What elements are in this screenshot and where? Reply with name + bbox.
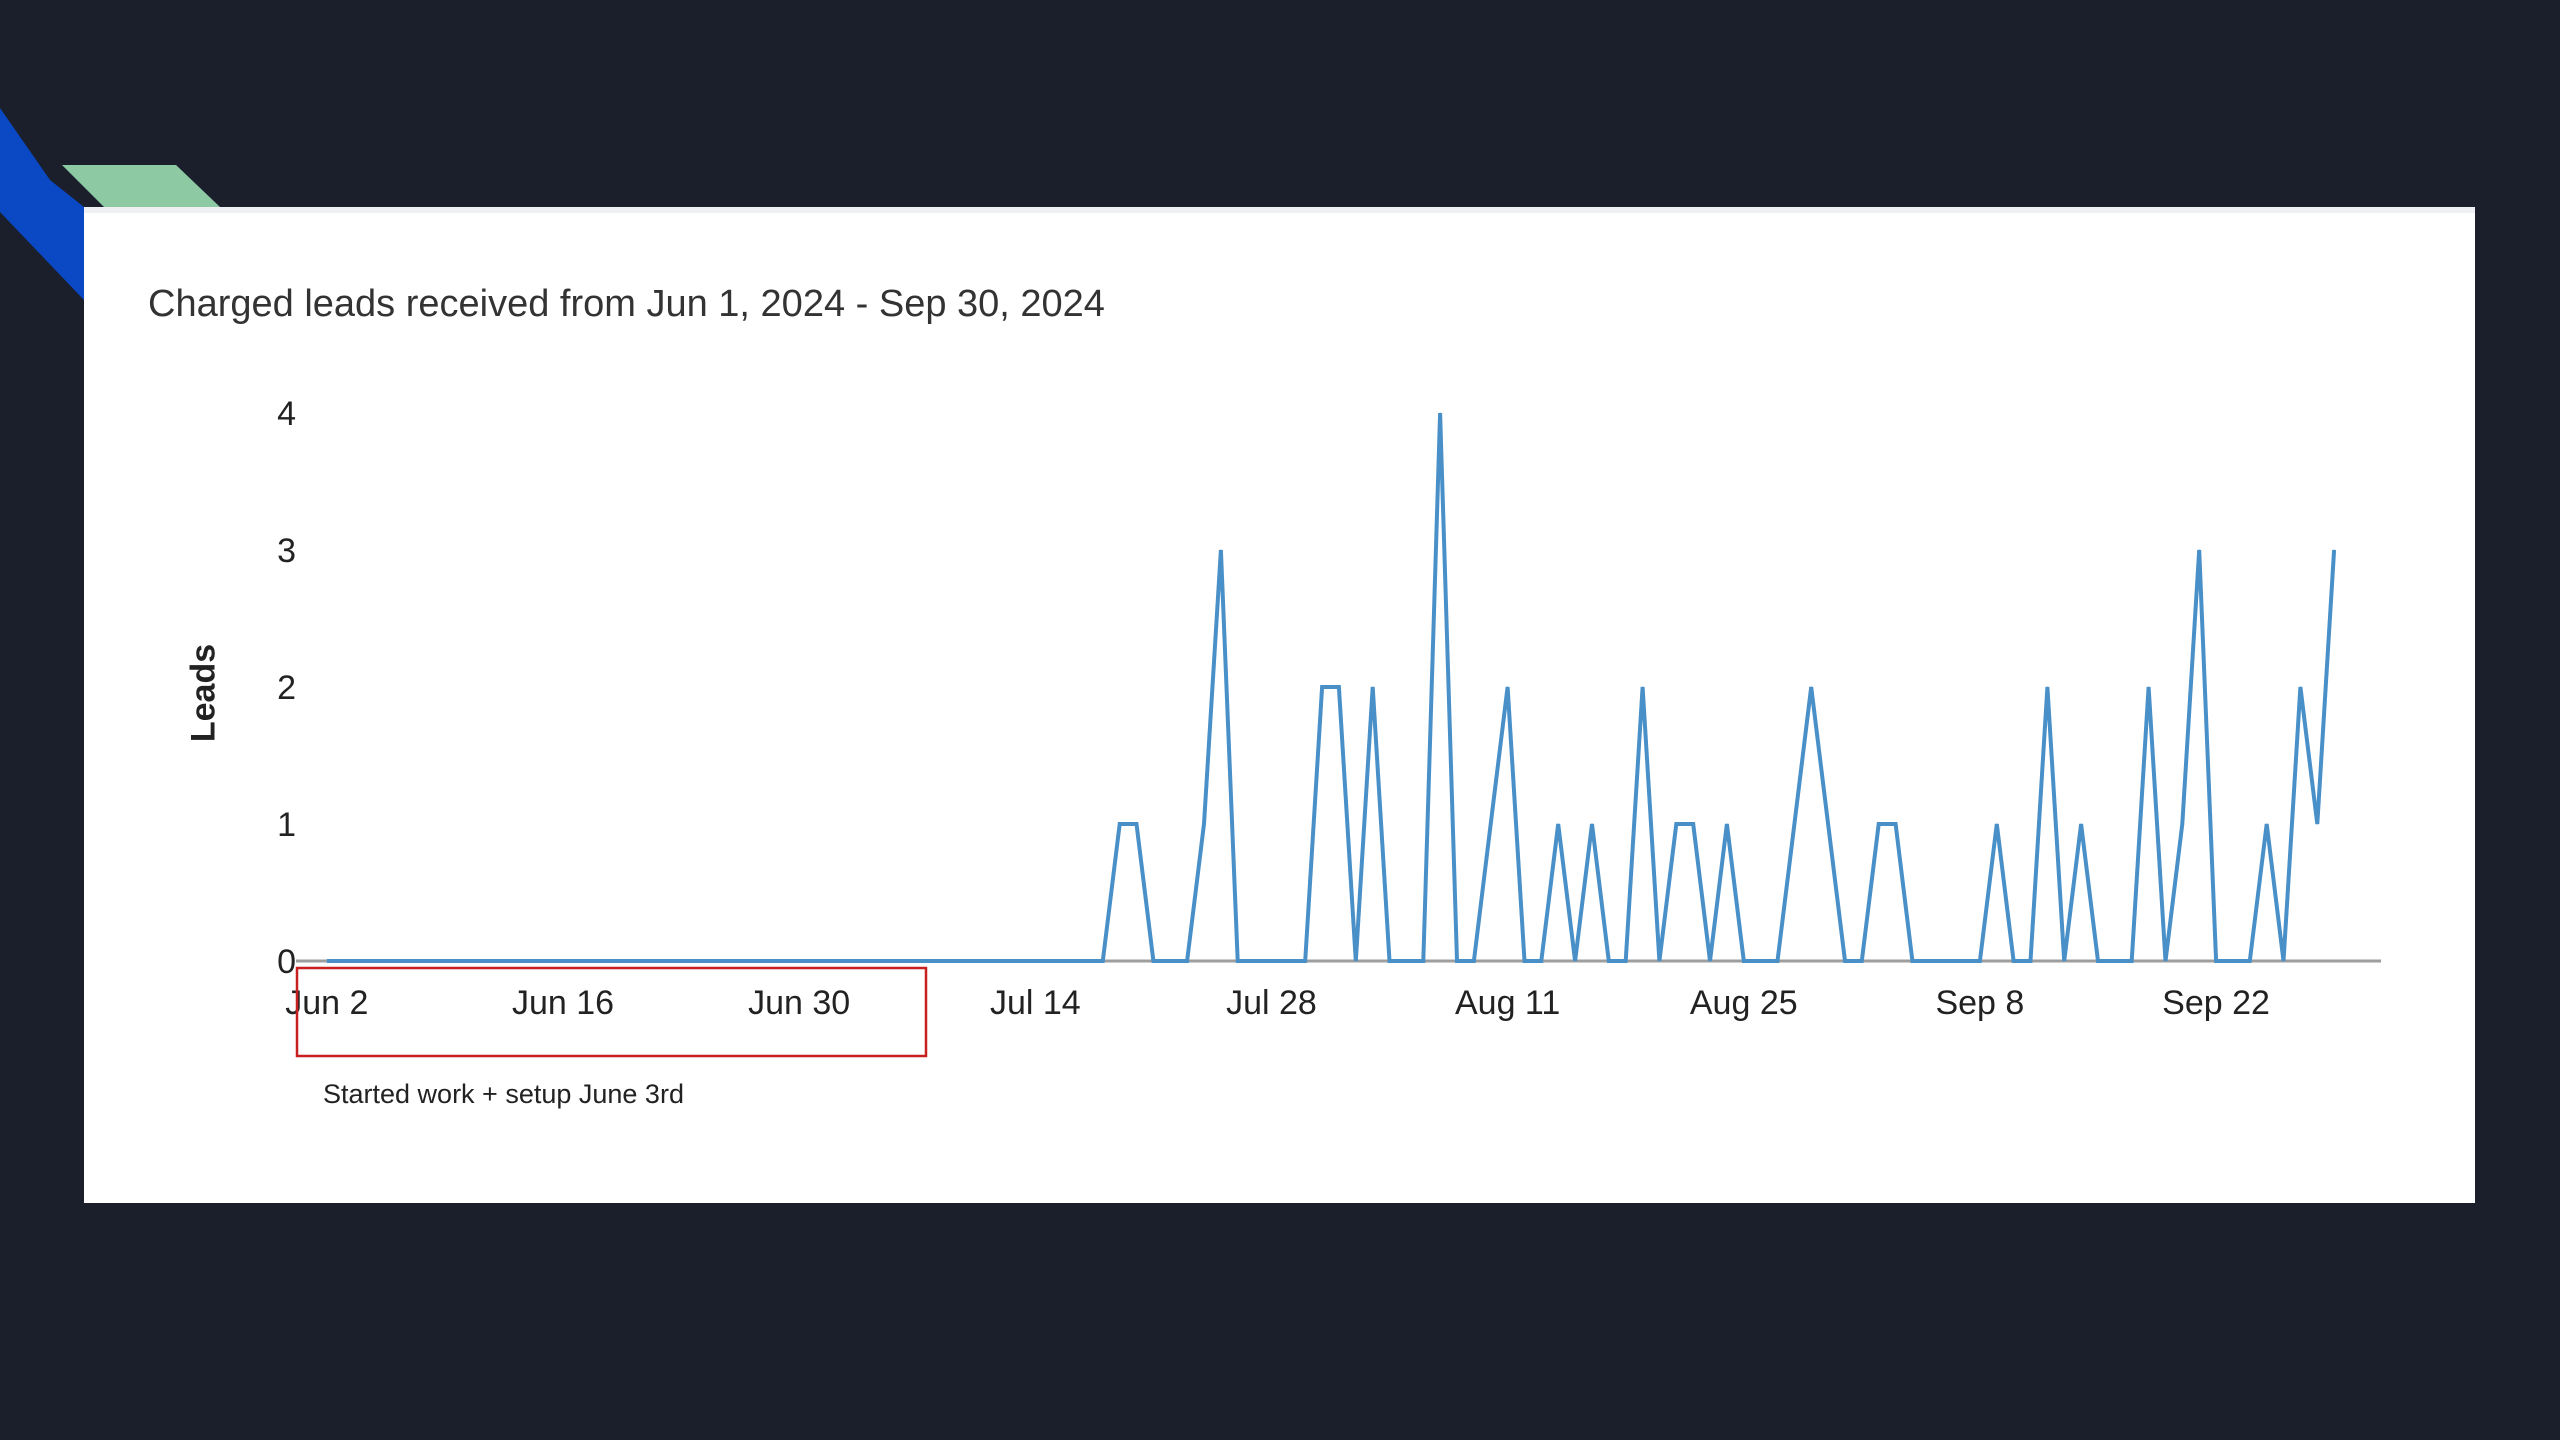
x-tick-label: Jun 16 — [512, 984, 614, 1022]
data-point — [1136, 823, 1138, 825]
x-tick-label: Jul 28 — [1226, 984, 1317, 1022]
annotation-note: Started work + setup June 3rd — [323, 1079, 684, 1109]
x-tick-label: Jun 30 — [748, 984, 850, 1022]
data-point — [2080, 823, 2082, 825]
x-tick-label: Jun 2 — [285, 984, 368, 1022]
x-tick-label: Aug 11 — [1455, 984, 1560, 1022]
data-point — [1372, 686, 1374, 688]
data-point — [2333, 549, 2335, 551]
data-point — [2299, 686, 2301, 688]
data-point — [1996, 823, 1998, 825]
y-tick-label: 2 — [277, 669, 296, 707]
data-point — [1490, 823, 1492, 825]
data-point — [1675, 823, 1677, 825]
y-tick-label: 3 — [277, 532, 296, 570]
data-point — [2266, 823, 2268, 825]
data-point — [1507, 686, 1509, 688]
data-point — [1119, 823, 1121, 825]
chart-card: Charged leads received from Jun 1, 2024 … — [84, 207, 2475, 1203]
leads-series-line — [326, 412, 2337, 963]
data-point — [1793, 823, 1795, 825]
data-point — [1895, 823, 1897, 825]
data-point — [2148, 686, 2150, 688]
data-point — [1591, 823, 1593, 825]
slide-accent-decoration — [0, 108, 220, 300]
chart-axes: 0 1 2 3 4 Jun 2 Jun 16 Jun 30 Jul 14 Jul 28 Aug 11… — [277, 395, 2381, 1022]
data-point — [1692, 823, 1694, 825]
y-tick-label: 4 — [277, 395, 296, 433]
data-point — [1878, 823, 1880, 825]
data-point — [1203, 823, 1205, 825]
data-point — [2198, 549, 2200, 551]
x-tick-label: Aug 25 — [1690, 984, 1798, 1022]
data-point — [1439, 412, 1441, 414]
data-point — [1338, 686, 1340, 688]
data-point — [2046, 686, 2048, 688]
x-tick-label: Sep 8 — [1935, 984, 2024, 1022]
annotation-box — [295, 966, 928, 1058]
chart-series — [326, 412, 2337, 963]
data-point — [2181, 823, 2183, 825]
green-accent-stripe — [62, 165, 220, 207]
data-point — [1827, 823, 1829, 825]
blue-accent-stripe — [0, 108, 84, 300]
x-tick-label: Sep 22 — [2162, 984, 2270, 1022]
data-point — [1557, 823, 1559, 825]
y-tick-label: 1 — [277, 806, 296, 844]
data-point — [1810, 686, 1812, 688]
y-tick-label: 0 — [277, 943, 296, 981]
data-point — [1726, 823, 1728, 825]
chart-title: Charged leads received from Jun 1, 2024 … — [148, 283, 1105, 325]
line-chart: 0 1 2 3 4 Jun 2 Jun 16 Jun 30 Jul 14 Jul 28 Aug 11… — [277, 395, 2381, 1058]
data-point — [1642, 686, 1644, 688]
data-point — [2316, 823, 2318, 825]
x-tick-label: Jul 14 — [990, 984, 1081, 1022]
data-point — [1321, 686, 1323, 688]
data-point — [1220, 549, 1222, 551]
